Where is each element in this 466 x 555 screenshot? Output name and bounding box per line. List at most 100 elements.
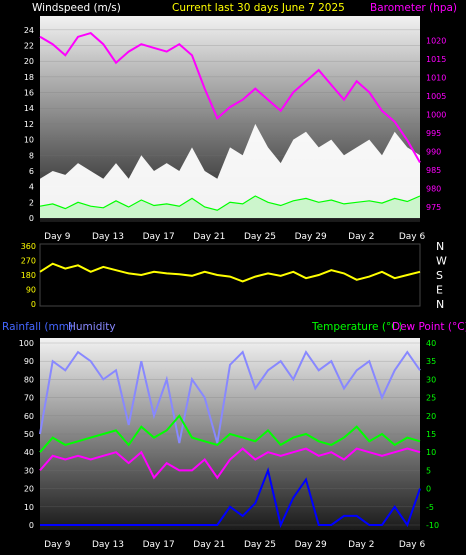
direction-tick-label: 180 — [21, 271, 36, 280]
humidity-tick-label: 50 — [24, 430, 34, 439]
barometer-label: Barometer (hpa) — [370, 2, 457, 14]
windspeed-tick-label: 24 — [24, 26, 34, 35]
compass-tick-label: W — [436, 255, 447, 268]
humidity-label: Humidity — [68, 321, 116, 333]
direction-tick-label: 360 — [21, 242, 36, 251]
x-tick-label: Day 17 — [143, 232, 175, 242]
humidity-panel: 0 10 20 30 40 50 60 70 80 90 100 -10 -5 0 5 10 15 20 25 30… — [19, 338, 439, 550]
x-tick-label: Day 25 — [244, 540, 276, 550]
compass-tick-label: S — [436, 269, 443, 282]
temperature-axis: -10 -5 0 5 10 15 20 25 30 35 40 — [426, 339, 439, 530]
direction-tick-label: 0 — [31, 300, 36, 309]
barometer-axis: 975 980 985 990 995 1000 1005 1010 1015 1020 — [426, 36, 446, 211]
temperature-tick-label: 25 — [426, 394, 436, 403]
windspeed-tick-label: 14 — [24, 104, 34, 113]
barometer-tick-label: 1005 — [426, 92, 446, 101]
barometer-tick-label: 1015 — [426, 55, 446, 64]
chart-title: Current last 30 days June 7 2025 — [172, 2, 345, 14]
direction-degrees-axis: 0 90 180 270 360 — [21, 242, 36, 309]
humidity-tick-label: 80 — [24, 375, 34, 384]
compass-tick-label: N — [436, 298, 444, 311]
windspeed-peak-area — [40, 123, 420, 218]
rainfall-line — [40, 467, 421, 529]
temperature-tick-label: 15 — [426, 430, 436, 439]
windspeed-tick-label: 22 — [24, 42, 34, 51]
dewpoint-label: Dew Point (°C) — [392, 321, 466, 333]
humidity-series — [39, 350, 421, 529]
windspeed-average-line — [39, 195, 421, 211]
x-tick-label: Day 6 — [399, 540, 426, 550]
humidity-tick-label: 90 — [24, 357, 34, 366]
direction-series — [39, 262, 421, 283]
windspeed-tick-label: 18 — [24, 73, 34, 82]
wind-series — [39, 31, 421, 218]
windspeed-tick-label: 0 — [29, 214, 34, 223]
x-tick-label: Day 2 — [348, 540, 374, 550]
humidity-line — [39, 350, 421, 444]
x-tick-label: Day 2 — [348, 232, 374, 242]
temperature-label: Temperature (°C) — [311, 321, 403, 333]
x-tick-label: Day 13 — [92, 540, 124, 550]
humidity-tick-label: 40 — [24, 448, 34, 457]
direction-tick-label: 270 — [21, 257, 36, 266]
windspeed-tick-label: 4 — [29, 183, 34, 192]
x-tick-label: Day 21 — [193, 232, 225, 242]
temperature-tick-label: 0 — [426, 485, 431, 494]
windspeed-tick-label: 10 — [24, 136, 34, 145]
x-tick-label: Day 6 — [399, 232, 426, 242]
windspeed-tick-label: 6 — [29, 167, 34, 176]
temperature-line — [39, 414, 421, 453]
humidity-tick-label: 100 — [19, 339, 34, 348]
temperature-tick-label: -5 — [426, 503, 434, 512]
compass-tick-label: N — [436, 240, 444, 253]
x-tick-label: Day 29 — [295, 540, 327, 550]
windspeed-tick-label: 12 — [24, 120, 34, 129]
x-tick-label: Day 9 — [44, 540, 71, 550]
direction-tick-label: 90 — [26, 286, 36, 295]
temperature-tick-label: 35 — [426, 357, 436, 366]
windspeed-tick-label: 20 — [24, 57, 34, 66]
windspeed-tick-label: 16 — [24, 89, 34, 98]
barometer-tick-label: 985 — [426, 166, 441, 175]
x-tick-label: Day 29 — [295, 232, 327, 242]
humidity-tick-label: 60 — [24, 412, 34, 421]
barometer-tick-label: 1010 — [426, 73, 446, 82]
x-tick-label: Day 13 — [92, 232, 124, 242]
barometer-tick-label: 1020 — [426, 36, 446, 45]
direction-plot-area — [39, 243, 421, 307]
temperature-tick-label: 30 — [426, 375, 436, 384]
humidity-tick-label: 70 — [24, 394, 34, 403]
temperature-tick-label: 20 — [426, 412, 436, 421]
humidity-x-axis: Day 9 Day 13 Day 17 Day 21 Day 25 Day 29 Day 2… — [44, 540, 425, 550]
humidity-tick-label: 0 — [29, 521, 34, 530]
barometer-tick-label: 975 — [426, 203, 441, 212]
temperature-tick-label: -10 — [426, 521, 439, 530]
temperature-tick-label: 5 — [426, 466, 431, 475]
compass-tick-label: E — [436, 284, 443, 297]
humidity-axis: 0 10 20 30 40 50 60 70 80 90 100 — [19, 339, 34, 530]
temperature-tick-label: 10 — [426, 448, 436, 457]
windspeed-label: Windspeed (m/s) — [32, 2, 121, 14]
barometer-tick-label: 995 — [426, 129, 441, 138]
x-tick-label: Day 9 — [44, 232, 71, 242]
x-tick-label: Day 25 — [244, 232, 276, 242]
barometer-tick-label: 990 — [426, 147, 441, 156]
barometer-tick-label: 980 — [426, 184, 441, 193]
barometer-line — [39, 31, 421, 163]
dewpoint-line — [39, 447, 421, 480]
humidity-tick-label: 10 — [24, 503, 34, 512]
wind-x-axis: Day 9 Day 13 Day 17 Day 21 Day 25 Day 29 Day 2… — [44, 232, 425, 242]
temperature-tick-label: 40 — [426, 339, 436, 348]
barometer-tick-label: 1000 — [426, 110, 446, 119]
humidity-tick-label: 20 — [24, 485, 34, 494]
windspeed-tick-label: 2 — [29, 198, 34, 207]
x-tick-label: Day 17 — [143, 540, 175, 550]
wind-direction-line — [39, 262, 421, 283]
humidity-tick-label: 30 — [24, 466, 34, 475]
rainfall-label: Rainfall (mm) — [2, 321, 73, 333]
